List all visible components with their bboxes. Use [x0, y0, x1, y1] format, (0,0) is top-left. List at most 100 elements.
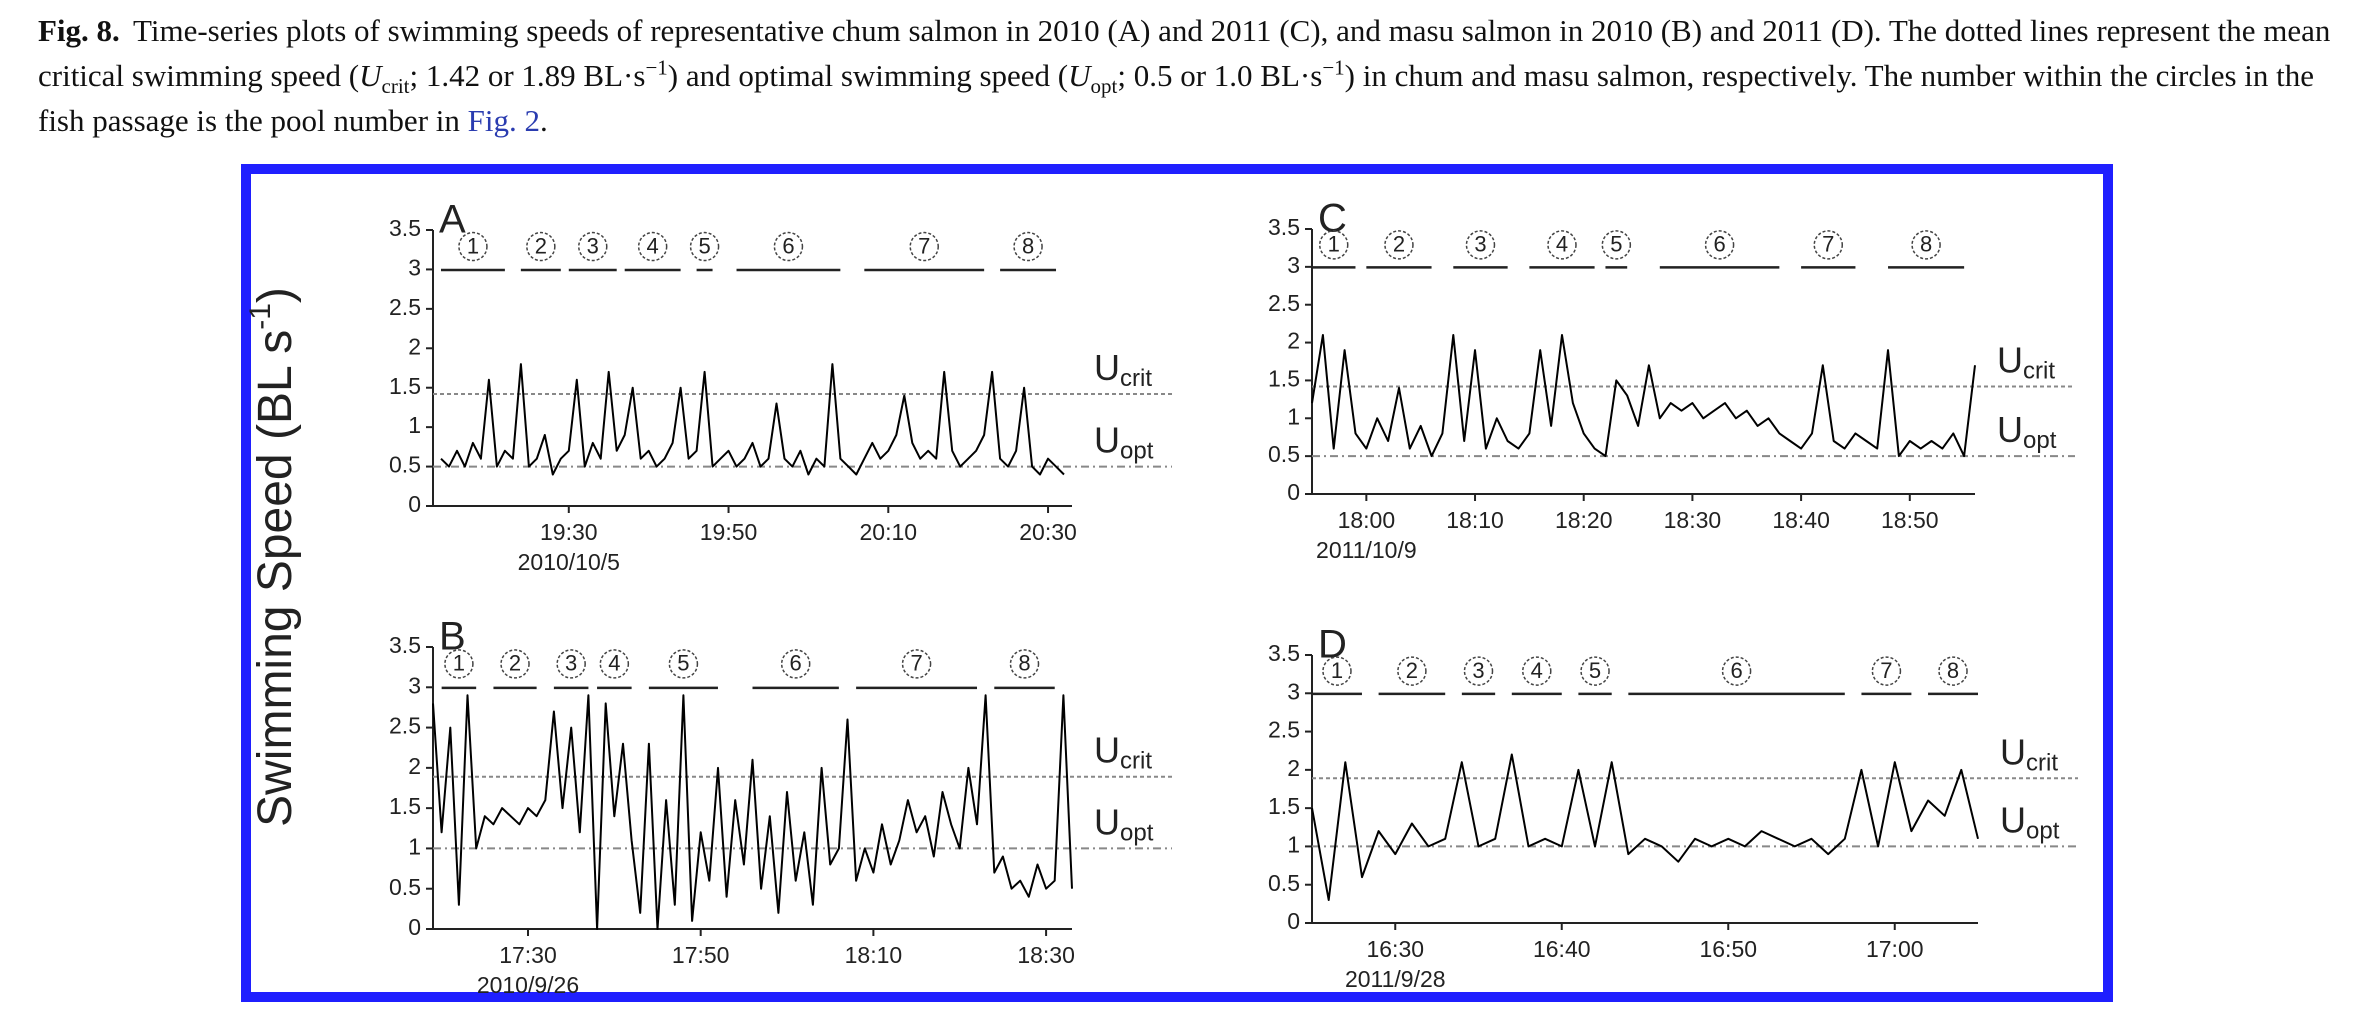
y-tick-label: 0 [408, 491, 421, 517]
y-tick-label: 0.5 [389, 452, 421, 478]
pool-label: 2 [509, 651, 521, 676]
reference-label: Ucrit [1094, 729, 1152, 775]
pool-label: 8 [1018, 651, 1030, 676]
y-tick-label: 3.5 [389, 215, 421, 241]
pool-circle [458, 231, 488, 262]
caption-text: ; 1.42 or 1.89 BL·s [409, 58, 646, 93]
y-tick-label: 2 [408, 753, 421, 779]
pool-label: 5 [1589, 658, 1601, 683]
date-label: 2010/10/5 [518, 549, 620, 575]
pool-label: 3 [587, 233, 599, 258]
x-tick-label: 18:10 [845, 942, 903, 968]
caption-text: −1 [1322, 55, 1345, 80]
reference-label: Uopt [1094, 419, 1154, 465]
pool-label: 5 [698, 233, 710, 258]
pool-circle [1547, 230, 1577, 260]
date-label: 2011/10/9 [1316, 537, 1417, 563]
reference-subscript: opt [2026, 818, 2060, 845]
reference-symbol: U [1997, 339, 2023, 380]
y-tick-label: 3 [1287, 678, 1300, 704]
pool-circle [637, 231, 668, 262]
reference-symbol: U [1094, 801, 1120, 842]
reference-label: Ucrit [1094, 347, 1152, 393]
pool-circle [780, 649, 811, 679]
panel-label: B [439, 615, 466, 659]
pool-circle [1009, 649, 1040, 679]
date-label: 2011/9/28 [1345, 966, 1446, 992]
y-tick-label: 2 [1287, 328, 1300, 354]
y-axis-label-sup: -1 [244, 303, 277, 330]
y-tick-label: 3 [1287, 252, 1300, 278]
y-tick-label: 2.5 [1268, 290, 1300, 316]
pool-label: 1 [1331, 658, 1343, 683]
reference-subscript: crit [2026, 750, 2058, 777]
pool-label: 4 [608, 651, 620, 676]
pool-circle [901, 649, 932, 679]
x-tick-label: 16:50 [1699, 936, 1757, 962]
reference-subscript: crit [2023, 358, 2055, 385]
y-tick-label: 1 [1287, 832, 1300, 858]
pool-circle [1721, 656, 1752, 686]
pool-circle [578, 231, 608, 262]
date-label: 2010/9/26 [477, 972, 579, 998]
pool-label: 7 [918, 233, 930, 258]
reference-subscript: crit [1120, 748, 1152, 775]
y-tick-label: 0.5 [1268, 441, 1300, 467]
x-tick-label: 20:30 [1019, 519, 1077, 545]
caption-text: ; 0.5 or 1.0 BL·s [1117, 58, 1323, 93]
y-tick-label: 2 [408, 333, 421, 359]
y-tick-label: 1.5 [389, 373, 421, 399]
y-tick-label: 2 [1287, 755, 1300, 781]
pool-circle [1384, 230, 1414, 260]
caption-text: Time-series plots of swimming speeds of … [38, 13, 2331, 93]
figure-link[interactable]: Fig. 2 [467, 103, 540, 138]
reference-symbol: U [1997, 409, 2023, 450]
y-tick-label: 1 [408, 834, 421, 860]
y-tick-label: 1.5 [1268, 366, 1300, 392]
x-tick-label: 17:30 [499, 942, 557, 968]
pool-circle [1465, 230, 1496, 260]
x-tick-label: 18:00 [1338, 507, 1396, 533]
pool-circle [444, 649, 474, 679]
pool-circle [1813, 230, 1844, 260]
pool-circle [1938, 656, 1968, 686]
y-tick-label: 3 [408, 255, 421, 281]
pool-circle [599, 649, 630, 679]
pool-label: 5 [677, 651, 689, 676]
pool-circle [1318, 230, 1349, 260]
pool-circle [1397, 656, 1427, 686]
pool-circle [1601, 230, 1632, 260]
y-tick-label: 1 [408, 412, 421, 438]
caption-text: U [359, 58, 382, 93]
reference-label: Uopt [1094, 801, 1154, 847]
pool-circle [1463, 656, 1494, 686]
x-tick-label: 18:40 [1772, 507, 1830, 533]
caption-label: Fig. 8. [38, 13, 120, 48]
figure-frame [241, 164, 2113, 1002]
caption-text: ) in chum and masu salmon, respectively.… [38, 58, 2315, 138]
pool-label: 6 [790, 651, 802, 676]
pool-label: 7 [1880, 658, 1892, 683]
pool-circle [1522, 656, 1552, 686]
reference-subscript: opt [2023, 427, 2057, 454]
y-tick-label: 2.5 [389, 713, 421, 739]
x-tick-label: 16:30 [1366, 936, 1424, 962]
reference-label: Uopt [1997, 409, 2057, 455]
x-tick-label: 18:50 [1881, 507, 1939, 533]
pool-circle [1013, 231, 1043, 262]
pool-label: 4 [1531, 658, 1543, 683]
x-tick-label: 17:00 [1866, 936, 1924, 962]
pool-circle [1871, 656, 1902, 686]
speed-line [440, 363, 1065, 476]
pool-label: 3 [1472, 658, 1484, 683]
pool-label: 5 [1610, 232, 1622, 257]
y-tick-label: 1 [1287, 403, 1300, 429]
y-tick-label: 0 [408, 914, 421, 940]
x-tick-label: 18:30 [1017, 942, 1075, 968]
reference-label: Uopt [2000, 799, 2060, 845]
reference-subscript: opt [1120, 820, 1154, 847]
pool-circle [668, 649, 699, 679]
pool-label: 6 [1730, 658, 1742, 683]
reference-label: Ucrit [2000, 731, 2058, 777]
